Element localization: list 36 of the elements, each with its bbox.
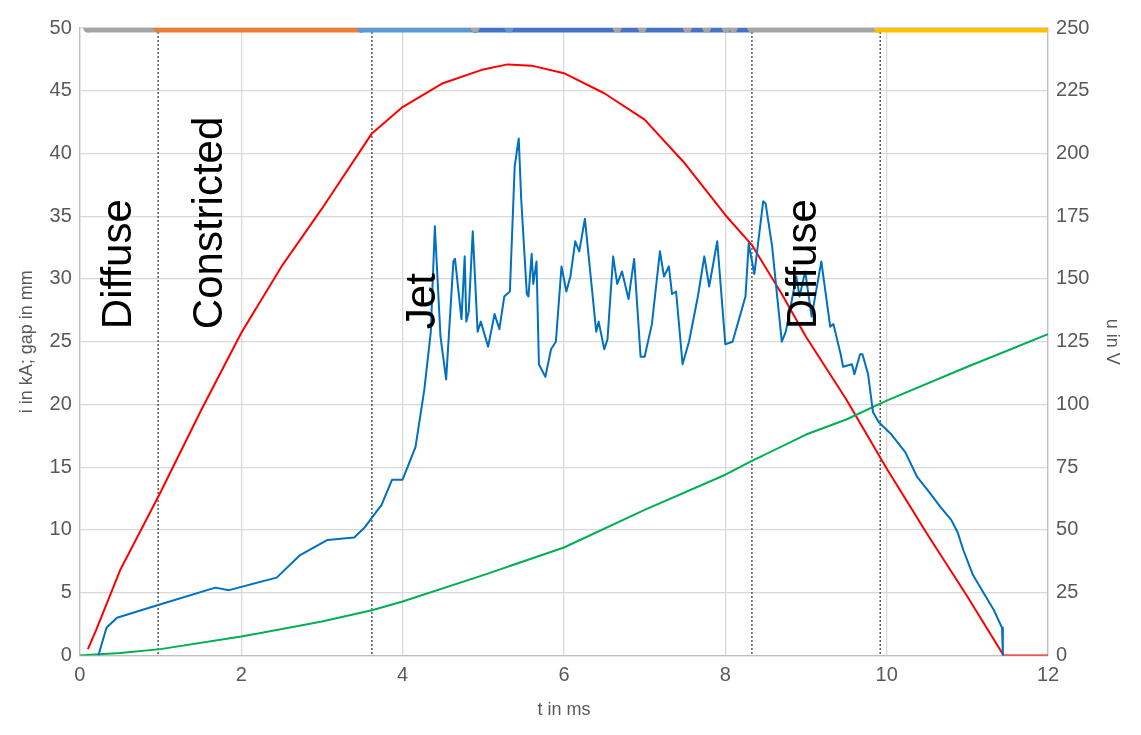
- y2-tick-label: 200: [1056, 141, 1090, 163]
- x-tick-label: 12: [1036, 662, 1060, 685]
- x-tick-label: 0: [74, 662, 86, 685]
- y-tick-label: 35: [49, 203, 72, 226]
- x-tick-label: 6: [558, 662, 570, 685]
- x-tick-label: 4: [397, 662, 409, 685]
- y-tick-label: 15: [49, 454, 72, 477]
- y2-tick-label: 75: [1056, 454, 1079, 477]
- y-axis-title: i in kA; gap in mm: [15, 270, 36, 414]
- y2-tick-label: 150: [1056, 266, 1090, 289]
- x-tick-label: 8: [719, 662, 731, 685]
- y-tick-label: 10: [49, 517, 72, 540]
- y-tick-label: 50: [49, 15, 72, 38]
- y-tick-label: 30: [49, 266, 72, 289]
- y-tick-label: 0: [60, 642, 72, 665]
- y2-tick-label: 125: [1056, 329, 1090, 352]
- y-tick-label: 25: [49, 329, 72, 352]
- y2-tick-label: 100: [1056, 391, 1090, 414]
- y2-tick-label: 25: [1056, 580, 1079, 603]
- y2-tick-label: 250: [1056, 15, 1090, 38]
- y-tick-label: 5: [60, 580, 72, 603]
- annotation: Diffuse: [92, 199, 140, 330]
- y-tick-label: 20: [49, 391, 72, 414]
- y2-tick-label: 0: [1056, 642, 1068, 665]
- y-tick-label: 45: [49, 78, 72, 101]
- annotation: Diffuse: [777, 199, 825, 330]
- y2-tick-label: 225: [1056, 78, 1090, 101]
- y2-tick-label: 50: [1056, 517, 1079, 540]
- annotation: Constricted: [183, 116, 231, 330]
- annotation: Jet: [397, 272, 445, 330]
- x-tick-label: 10: [875, 662, 898, 685]
- x-axis-title: t in ms: [537, 699, 591, 720]
- y2-axis-title: u in V: [1103, 318, 1124, 365]
- x-tick-label: 2: [235, 662, 247, 685]
- y-tick-label: 40: [49, 141, 72, 163]
- y2-tick-label: 175: [1056, 203, 1090, 226]
